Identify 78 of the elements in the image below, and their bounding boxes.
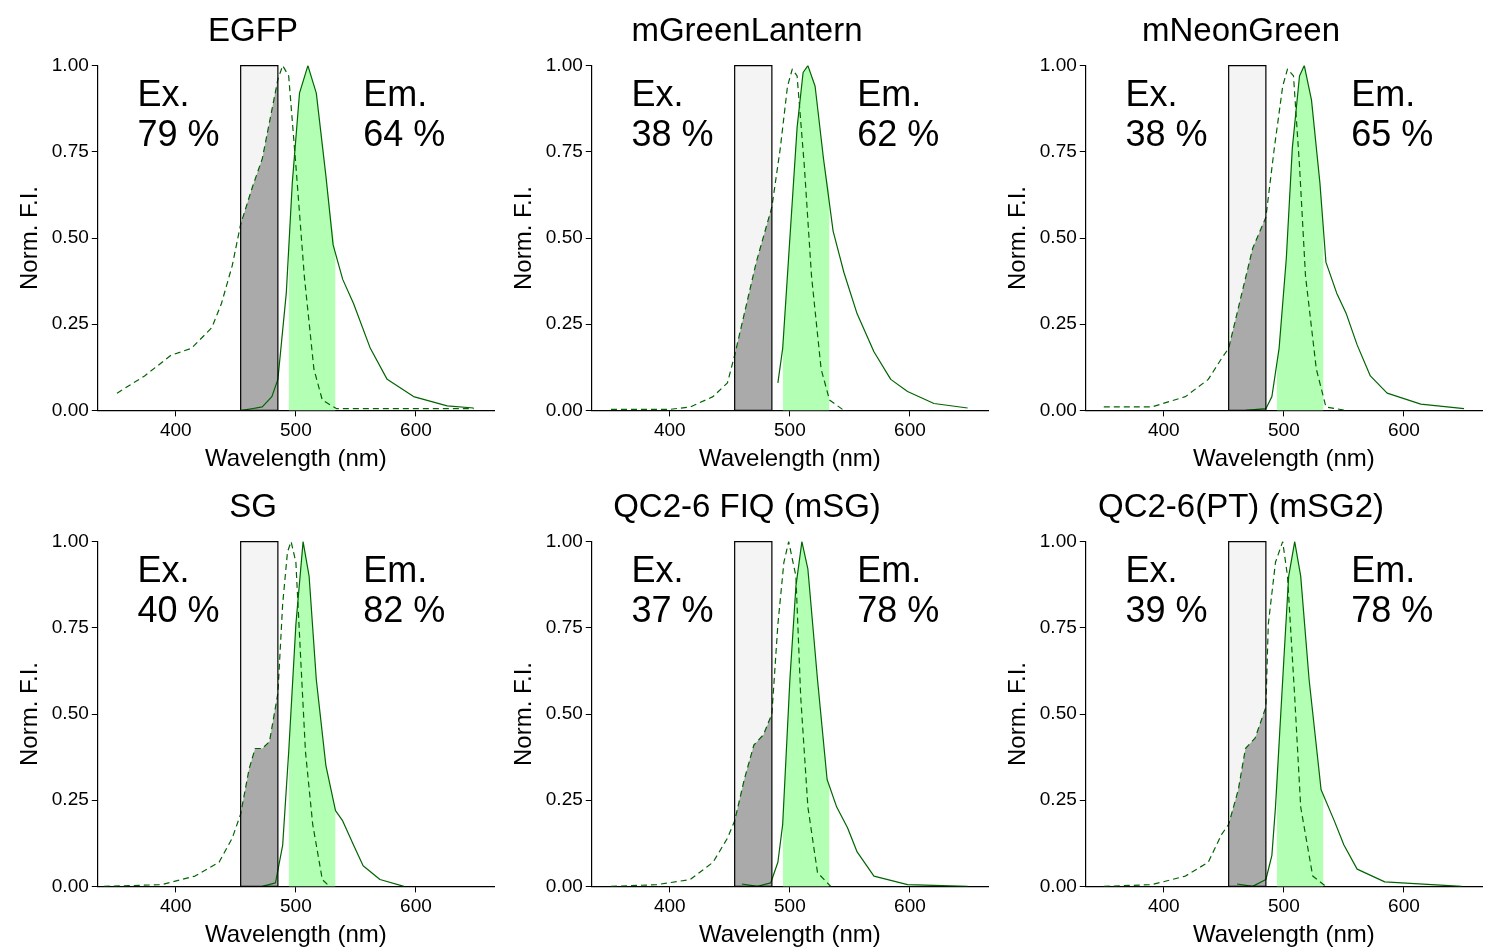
annotation: Em. 65 % [1351, 72, 1434, 154]
y-axis-title: Norm. F.I. [15, 185, 43, 291]
x-axis-title: Wavelength (nm) [698, 920, 881, 948]
x-tick-label: 600 [400, 895, 432, 917]
y-tick-label: 0.75 [51, 616, 89, 638]
y-tick-label: 0.00 [51, 398, 89, 420]
y-axis-title: Norm. F.I. [509, 661, 537, 767]
chart-title: mNeonGreen [1141, 10, 1341, 48]
y-tick-label: 0.25 [51, 312, 89, 334]
y-tick-label: 1.00 [545, 53, 583, 75]
annotation: Em. 82 % [363, 548, 446, 630]
x-tick-label: 400 [1147, 895, 1180, 917]
x-tick-label: 500 [1268, 895, 1300, 917]
y-axis-title: Norm. F.I. [15, 661, 43, 767]
y-tick-label: 1.00 [51, 53, 89, 75]
y-tick-label: 0.50 [51, 702, 89, 724]
y-tick-label: 0.50 [545, 702, 583, 724]
y-tick-label: 1.00 [1039, 529, 1077, 551]
y-tick-label: 0.25 [1039, 788, 1077, 810]
x-axis-title: Wavelength (nm) [204, 444, 387, 472]
y-tick-label: 1.00 [545, 529, 583, 551]
annotation: Em. 78 % [857, 548, 940, 630]
y-tick-label: 0.00 [1039, 398, 1077, 420]
y-tick-label: 0.50 [51, 226, 89, 248]
x-tick-label: 400 [159, 419, 192, 441]
x-axis-title: Wavelength (nm) [1192, 444, 1375, 472]
x-axis-title: Wavelength (nm) [204, 920, 387, 948]
y-tick-label: 0.75 [1039, 140, 1077, 162]
chart-title: mGreenLantern [631, 10, 863, 48]
y-tick-label: 0.75 [545, 140, 583, 162]
y-tick-label: 0.75 [545, 616, 583, 638]
y-tick-label: 0.25 [1039, 312, 1077, 334]
y-tick-label: 1.00 [1039, 53, 1077, 75]
chart-title: EGFP [208, 10, 298, 48]
annotation: Em. 78 % [1351, 548, 1434, 630]
x-tick-label: 400 [653, 419, 686, 441]
annotation: Em. 64 % [363, 72, 446, 154]
chart-title: QC2-6(PT) (mSG2) [1097, 486, 1385, 524]
x-tick-label: 400 [653, 895, 686, 917]
y-axis-title: Norm. F.I. [1003, 661, 1031, 767]
chart-title: SG [229, 486, 277, 524]
x-tick-label: 600 [894, 419, 926, 441]
y-tick-label: 0.00 [51, 874, 89, 896]
x-axis-title: Wavelength (nm) [698, 444, 881, 472]
y-tick-label: 0.50 [545, 226, 583, 248]
y-tick-label: 0.50 [1039, 702, 1077, 724]
y-tick-label: 0.00 [545, 398, 583, 420]
y-tick-label: 0.25 [545, 788, 583, 810]
x-axis-title: Wavelength (nm) [1192, 920, 1375, 948]
y-axis-title: Norm. F.I. [1003, 185, 1031, 291]
x-tick-label: 500 [1268, 419, 1300, 441]
x-tick-label: 400 [159, 895, 192, 917]
x-tick-label: 500 [280, 419, 312, 441]
x-tick-label: 500 [774, 419, 806, 441]
y-axis-title: Norm. F.I. [509, 185, 537, 291]
annotation: Em. 62 % [857, 72, 940, 154]
annotation: Ex. 38 % [631, 72, 714, 154]
x-tick-label: 500 [280, 895, 312, 917]
y-tick-label: 0.25 [51, 788, 89, 810]
y-tick-label: 1.00 [51, 529, 89, 551]
chart-title: QC2-6 FIQ (mSG) [613, 486, 881, 524]
y-tick-label: 0.50 [1039, 226, 1077, 248]
annotation: Ex. 37 % [631, 548, 714, 630]
annotation: Ex. 40 % [137, 548, 220, 630]
y-tick-label: 0.25 [545, 312, 583, 334]
annotation: Ex. 79 % [137, 72, 220, 154]
x-tick-label: 600 [1388, 419, 1420, 441]
annotation: Ex. 39 % [1125, 548, 1208, 630]
y-tick-label: 0.00 [1039, 874, 1077, 896]
x-tick-label: 600 [894, 895, 926, 917]
x-tick-label: 600 [400, 419, 432, 441]
y-tick-label: 0.00 [545, 874, 583, 896]
y-tick-label: 0.75 [51, 140, 89, 162]
x-tick-label: 500 [774, 895, 806, 917]
x-tick-label: 400 [1147, 419, 1180, 441]
y-tick-label: 0.75 [1039, 616, 1077, 638]
annotation: Ex. 38 % [1125, 72, 1208, 154]
x-tick-label: 600 [1388, 895, 1420, 917]
